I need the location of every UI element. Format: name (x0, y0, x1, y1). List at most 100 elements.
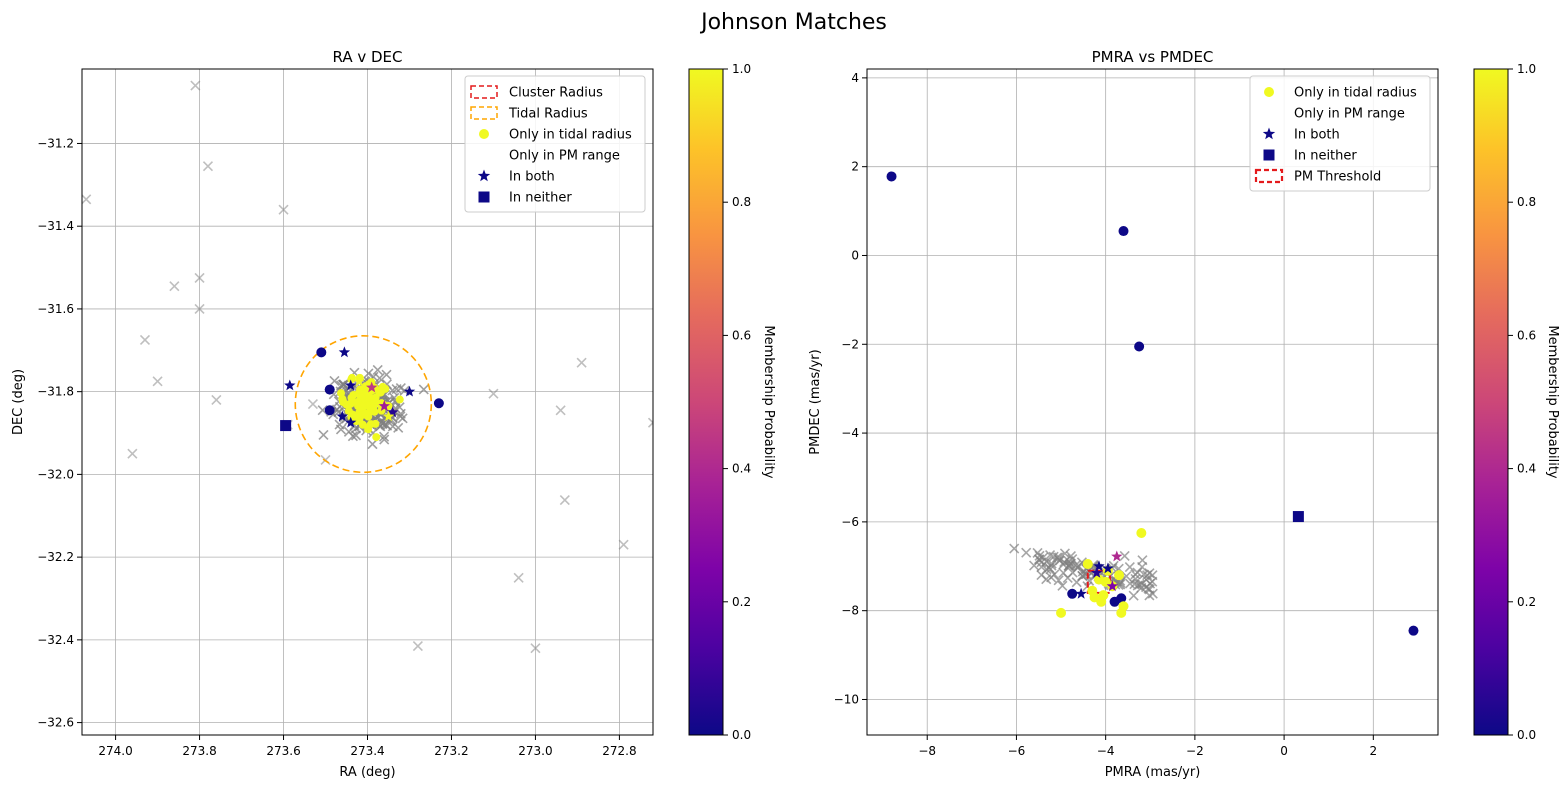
ra-dec-xtick-label: 272.8 (602, 744, 636, 758)
colorbar-tick-label: 1.0 (732, 62, 751, 76)
colorbar-tick-label: 0.6 (732, 328, 751, 342)
cluster-star-cross (363, 368, 374, 379)
ra-dec-ytick-label: −31.6 (37, 302, 74, 316)
pm-star-cross (1058, 567, 1069, 578)
background-star-cross (202, 161, 214, 172)
pm-ytick-label: 4 (851, 71, 859, 85)
pm-star-point (1102, 562, 1114, 574)
ra-dec-panel: RA v DEC 274.0 273.8 273.6 273.4 273.2 273.0 2… (11, 48, 654, 780)
background-star-cross (211, 394, 222, 405)
pm-legend-marker (1262, 127, 1276, 140)
pm-circle-point (1134, 341, 1145, 352)
colorbar-left: 0.0 0.2 0.4 0.6 0.8 1.0 Membership Probabilit… (688, 62, 776, 742)
ra-dec-star-point (345, 416, 357, 428)
background-star-cross (576, 357, 587, 368)
pm-xtick-label: 2 (1369, 744, 1377, 758)
pm-ylabel: PMDEC (mas/yr) (808, 349, 823, 454)
ra-dec-legend-box (464, 75, 646, 213)
tidal-member-point (347, 398, 356, 407)
background-star-cross (488, 388, 499, 399)
pm-star-cross (1057, 580, 1068, 591)
ra-dec-star-point (382, 410, 395, 422)
ra-dec-circle-point (433, 398, 444, 409)
colorbar-tick-label: 0.2 (1517, 595, 1536, 609)
pm-circle-point (1056, 607, 1067, 618)
pm-star-cross (1137, 555, 1148, 566)
background-star-cross (513, 572, 524, 583)
pm-panel: PMRA vs PMDEC −8 −6 −4 −2 0 2 4 2 0 −2 −4 −6 −8 −10 P… (808, 48, 1439, 780)
pm-circle-point (1100, 576, 1111, 587)
colorbar-tick-label: 0.0 (732, 728, 751, 742)
cluster-star-cross (338, 379, 349, 390)
pm-legend-marker (1264, 87, 1274, 97)
pm-circle-point (1118, 601, 1129, 612)
pm-data (886, 171, 1419, 636)
ra-dec-legend-label: Cluster Radius (509, 86, 603, 101)
cluster-star-cross (347, 431, 358, 442)
pm-xlabel: PMRA (mas/yr) (1105, 765, 1201, 780)
background-star-cross (190, 80, 201, 91)
pm-star-cross (1138, 569, 1149, 580)
ra-dec-legend-marker (477, 169, 491, 182)
ra-dec-legend-marker (470, 85, 498, 99)
colorbar-tick-label: 0.2 (732, 595, 751, 609)
background-star-cross (194, 303, 205, 314)
pm-circle-point (1114, 570, 1125, 581)
ra-dec-star-point (345, 379, 357, 391)
cluster-star-cross (372, 364, 383, 376)
background-star-cross (559, 494, 570, 506)
ra-dec-star-point (361, 422, 374, 433)
ra-dec-ytick-label: −31.4 (37, 219, 74, 233)
background-star-cross (530, 643, 541, 654)
pm-axes-frame (866, 68, 1439, 736)
pm-star-cross (1053, 575, 1064, 586)
pm-star-cross (1032, 547, 1043, 559)
ra-dec-star-point (366, 381, 378, 393)
pm-star-cross (1059, 548, 1070, 559)
ra-dec-ylabel: DEC (deg) (11, 369, 26, 435)
tidal-member-point (395, 395, 404, 404)
ra-dec-ytick-label: −32.6 (37, 716, 74, 730)
tidal-member-point (358, 402, 367, 411)
ra-dec-xtick-label: 273.8 (182, 744, 216, 758)
background-star-cross (82, 194, 92, 205)
pm-star-cross (1136, 578, 1148, 589)
ra-dec-ytick-label: −32.0 (37, 467, 74, 481)
ra-dec-xtick-label: 273.2 (434, 744, 468, 758)
colorbar-right: 0.0 0.2 0.4 0.6 0.8 1.0 Membership Probabilit… (1473, 62, 1560, 742)
pm-circle-point (1098, 590, 1109, 601)
pm-circle-point (1116, 593, 1127, 604)
ra-dec-ticks: 274.0 273.8 273.6 273.4 273.2 273.0 272.8 −31.2… (37, 136, 636, 758)
colorbar-tick-label: 0.6 (1517, 328, 1536, 342)
pm-star-cross (1038, 552, 1049, 563)
background-star-cross (412, 640, 423, 652)
figure-title: Johnson Matches (699, 10, 887, 35)
pm-star-cross (1046, 558, 1057, 569)
pm-legend-label: PM Threshold (1294, 170, 1381, 185)
pm-star-point (1075, 587, 1087, 599)
pm-ytick-label: −2 (841, 337, 859, 351)
pm-star-cross (1041, 574, 1052, 585)
cluster-star-cross (379, 434, 390, 445)
ra-dec-xtick-label: 274.0 (98, 744, 132, 758)
pm-star-cross (1044, 549, 1056, 561)
tidal-radius-circle (294, 335, 433, 474)
ra-dec-xtick-label: 273.0 (518, 744, 552, 758)
cluster-star-cross (381, 369, 392, 380)
cluster-star-cross (391, 384, 402, 395)
cluster-star-cross (335, 424, 347, 435)
ra-dec-star-point (353, 375, 365, 387)
pm-star-cross (1021, 547, 1032, 558)
background-star-cross (194, 272, 205, 283)
ra-dec-legend-label: Only in tidal radius (509, 128, 632, 143)
cluster-star-cross (379, 431, 390, 442)
pm-star-cross (1147, 588, 1158, 599)
ra-dec-circle-point (324, 384, 335, 395)
colorbar-tick-label: 1.0 (1517, 62, 1536, 76)
tidal-member-point (371, 419, 380, 428)
ra-dec-star-point (284, 379, 296, 391)
ra-dec-title: RA v DEC (333, 48, 403, 66)
ra-dec-ytick-label: −31.2 (37, 136, 74, 150)
pm-circle-point (1408, 625, 1419, 636)
tidal-member-point (367, 378, 376, 387)
